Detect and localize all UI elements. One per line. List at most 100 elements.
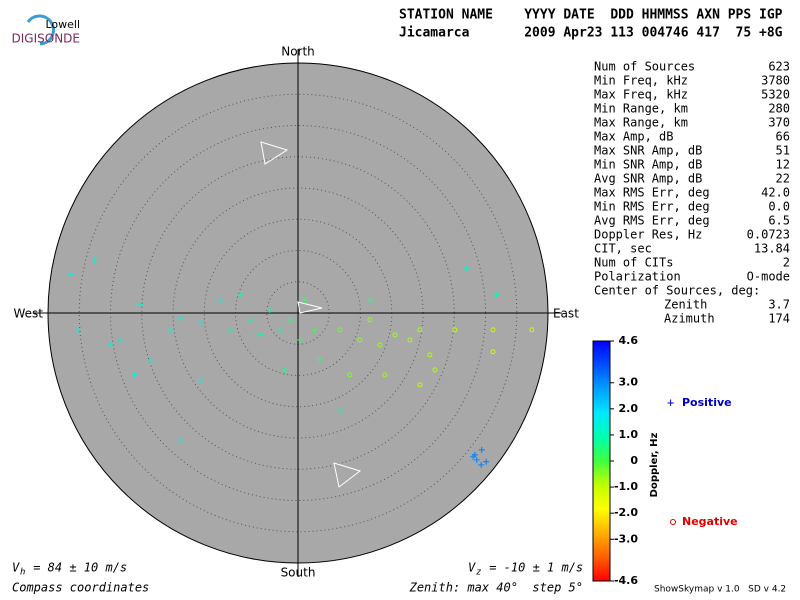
source-negative [347,372,353,378]
source-positive [131,371,138,378]
stat-label: Num of Sources [594,60,695,74]
triangle [260,141,289,165]
source-positive [236,291,243,298]
source-negative [529,327,535,333]
colorbar-title: Doppler, Hz [649,433,660,498]
center-label: Zenith [664,298,707,312]
source-positive [136,301,143,308]
stat-label: Min Range, km [594,102,688,116]
stat-label: Avg RMS Err, deg [594,214,710,228]
version: ShowSkymap v 1.0 SD v 4.2 [654,585,786,595]
source-negative [427,352,433,358]
source-negative [417,382,423,388]
direction-label: East [553,307,579,321]
source-positive [316,356,323,363]
stat-value: 2 [783,256,790,270]
stat-value: 5320 [761,88,790,102]
source-positive [196,318,203,325]
source-positive [176,436,183,443]
source-positive [196,376,203,383]
source-positive [483,458,490,465]
colorbar-tick-label: 0 [630,454,638,467]
source-positive [216,296,223,303]
source-positive [116,336,123,343]
source-positive [276,326,283,333]
vz-text: = -10 ± 1 m/s [482,561,583,575]
legend-symbol [670,519,676,525]
triangle [333,462,362,488]
source-positive [75,326,81,333]
source-positive [166,326,173,333]
source-negative [490,327,496,333]
triangle [297,301,323,314]
source-negative [382,372,388,378]
stat-value: 66 [776,130,790,144]
direction-label: West [13,307,43,321]
stat-label: Max Range, km [594,116,688,130]
direction-label: North [281,45,315,59]
colorbar-tick-label: -1.0 [614,480,638,493]
vh-text: = 84 ± 10 m/s [26,561,127,575]
source-positive [286,316,293,323]
plot: North South West East [13,45,579,580]
vh-sub: h [20,568,25,578]
stat-value: O-mode [747,270,790,284]
stat-value: 0.0 [768,200,790,214]
center-title: Center of Sources, deg: [594,284,760,298]
stat-value: 280 [768,102,790,116]
source-negative [392,332,398,338]
source-negative [490,349,496,355]
header-values: Jicamarca 2009 Apr23 113 004746 417 75 +… [399,26,783,41]
stat-value: 0.0723 [747,228,790,242]
colorbar-tick-label: 4.6 [619,334,639,347]
colorbar-tick-label: -3.0 [614,532,638,545]
source-positive [470,453,476,460]
source-positive [246,316,253,323]
stat-label: Doppler Res, Hz [594,228,702,242]
logo-bottom: DIGISONDE [12,32,80,46]
vz-sub: z [476,568,481,578]
center-value: 3.7 [768,298,790,312]
stat-value: 3780 [761,74,790,88]
header-columns: STATION NAME YYYY DATE DDD HHMMSS AXN PP… [399,8,783,23]
source-negative [407,337,413,343]
vh-symbol: V [12,561,20,575]
logo-top: Lowell [45,18,80,31]
stat-value: 22 [776,172,790,186]
source-positive [146,356,153,363]
stat-label: Max SNR Amp, dB [594,144,702,158]
source-positive [478,446,485,453]
stat-label: Max Freq, kHz [594,88,688,102]
colorbar-tick-label: -4.6 [614,574,638,587]
stat-label: Max RMS Err, deg [594,186,710,200]
stat-label: Max Amp, dB [594,130,673,144]
zenith-note: Zenith: max 40° step 5° [409,581,583,595]
legend-symbol: + [667,396,674,410]
source-positive [176,315,183,321]
stat-value: 51 [776,144,790,158]
source-positive [366,296,373,303]
source-positive [226,326,233,333]
stat-value: 6.5 [768,214,790,228]
stat-label: Min RMS Err, deg [594,200,710,214]
colorbar-tick-label: -2.0 [614,506,638,519]
stat-value: 370 [768,116,790,130]
source-negative [367,317,373,323]
stat-value: 42.0 [761,186,790,200]
center-value: 174 [768,312,790,326]
coords-note: Compass coordinates [12,581,149,595]
colorbar [592,340,611,582]
stat-value: 12 [776,158,790,172]
source-negative [357,337,363,343]
stat-label: Avg SNR Amp, dB [594,172,702,186]
source-positive [478,461,485,468]
stat-label: Num of CITs [594,256,673,270]
source-negative [417,327,423,333]
colorbar-tick-label: 3.0 [619,376,639,389]
source-positive [281,366,288,373]
stat-label: Min SNR Amp, dB [594,158,702,172]
center-label: Azimuth [664,312,715,326]
stat-label: Polarization [594,270,681,284]
source-positive [266,306,273,313]
